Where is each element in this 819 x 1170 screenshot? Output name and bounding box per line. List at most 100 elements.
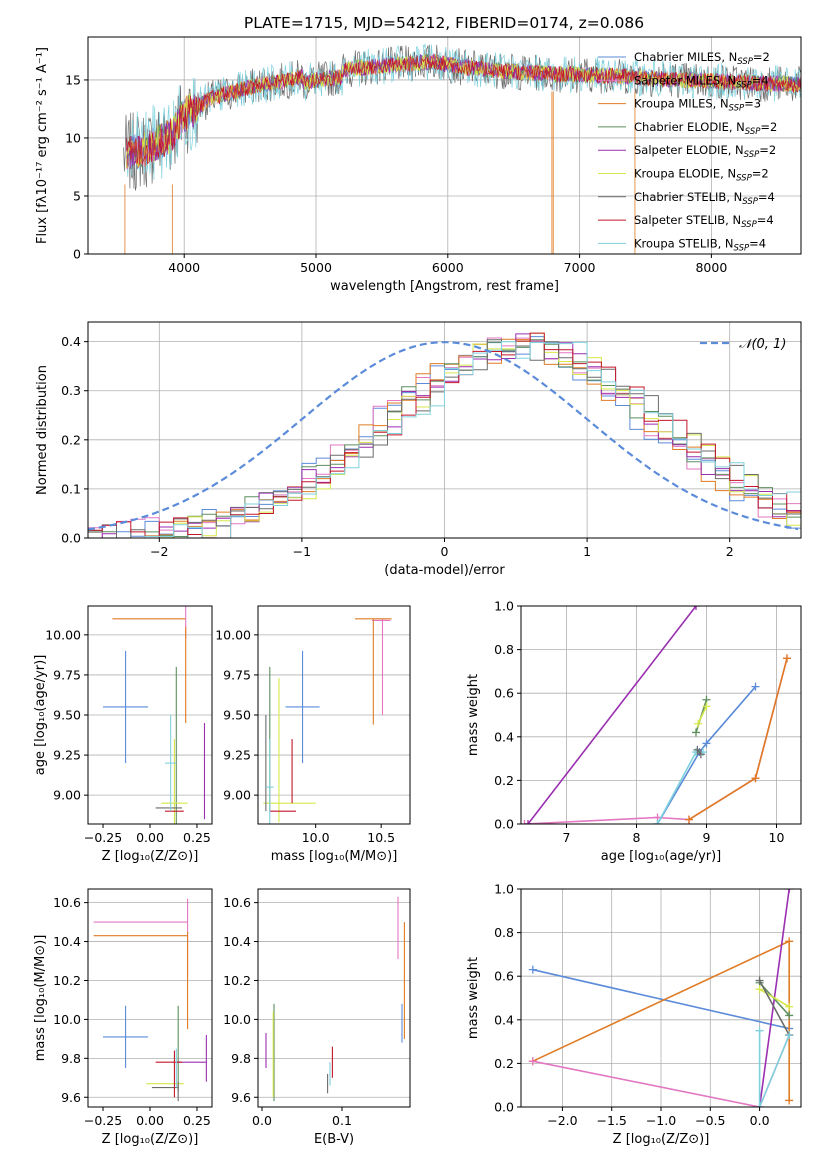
legend-entry: Chabrier ELODIE, NSSP=2 bbox=[634, 120, 777, 137]
weight-series bbox=[693, 745, 705, 759]
legend-entry: Salpeter MILES, NSSP=4 bbox=[634, 73, 769, 90]
y-tick-label: 1.0 bbox=[494, 599, 514, 614]
series-marker bbox=[702, 739, 711, 748]
x-tick-label: −0.25 bbox=[84, 1113, 122, 1128]
series-line bbox=[656, 686, 757, 824]
x-axis-label: Z [log₁₀(Z/Z⊙)] bbox=[102, 1132, 199, 1147]
x-tick-label: 9 bbox=[703, 830, 711, 845]
x-tick-label: −2.0 bbox=[547, 1113, 577, 1128]
plot-area bbox=[103, 606, 206, 824]
errorbar-point bbox=[285, 650, 320, 764]
panels: Chabrier MILES, NSSP=2 Salpeter MILES, NS… bbox=[33, 36, 802, 1147]
x-tick-label: 4000 bbox=[168, 260, 200, 275]
axes-frame bbox=[257, 888, 411, 1108]
axes-frame bbox=[87, 36, 802, 255]
figure-title: PLATE=1715, MJD=54212, FIBERID=0174, z=0… bbox=[244, 14, 644, 32]
y-tick-label: 10.0 bbox=[53, 1012, 81, 1027]
y-tick-label: 0.6 bbox=[494, 686, 514, 701]
x-tick-label: 10 bbox=[769, 830, 785, 845]
series-marker bbox=[751, 682, 760, 691]
panel-mass-weight-vs-Z: −2.0 −1.5 −1.0 −0.5 0.0 0.0 0.2 0.4 0.6 0.8 1.0 Z [… bbox=[466, 882, 802, 1147]
panel-mass-vs-EBV: 0.0 0.1 9.6 9.8 10.0 10.2 10.4 10.6 E(B-V) bbox=[223, 888, 411, 1147]
y-tick-label: 0.3 bbox=[61, 383, 81, 398]
y-axis-label: age [log₁₀(age/yr)] bbox=[33, 655, 48, 776]
legend-entry: 𝒩(0, 1) bbox=[739, 337, 786, 352]
weight-series bbox=[524, 606, 700, 824]
x-tick-label: 7000 bbox=[564, 260, 596, 275]
series-line bbox=[758, 1030, 790, 1107]
weight-series bbox=[653, 748, 707, 824]
y-tick-label: 0.0 bbox=[494, 1100, 514, 1115]
errorbar-point bbox=[165, 715, 177, 812]
series-marker bbox=[785, 1011, 794, 1020]
y-tick-label: 10.00 bbox=[45, 627, 81, 642]
y-tick-label: 0.4 bbox=[494, 729, 514, 744]
legend: Chabrier MILES, NSSP=2 Salpeter MILES, NS… bbox=[598, 50, 777, 253]
y-axis-label: Flux [fλ10⁻¹⁷ erg cm⁻² s⁻¹ A⁻¹] bbox=[35, 47, 50, 244]
y-tick-label: 0.2 bbox=[494, 773, 514, 788]
x-axis-label: (data-model)/error bbox=[384, 563, 505, 578]
x-tick-label: 6000 bbox=[432, 260, 464, 275]
legend-entry: Chabrier STELIB, NSSP=4 bbox=[634, 190, 775, 207]
series-marker bbox=[702, 702, 711, 711]
x-tick-label: 8000 bbox=[695, 260, 727, 275]
x-axis-label: Z [log₁₀(Z/Z⊙)] bbox=[613, 1132, 710, 1147]
plot-area bbox=[265, 896, 405, 1102]
y-tick-label: 9.50 bbox=[53, 708, 81, 723]
panel-mass-vs-Z: −0.25 0.00 0.25 9.6 9.8 10.0 10.2 10.4 10.6 Z [lo… bbox=[33, 888, 213, 1147]
y-tick-label: 9.6 bbox=[231, 1090, 251, 1105]
legend-entry: Salpeter ELODIE, NSSP=2 bbox=[634, 143, 776, 160]
y-tick-label: 10.6 bbox=[223, 895, 251, 910]
spectrum-line bbox=[125, 55, 801, 165]
y-tick-label: 9.75 bbox=[223, 667, 251, 682]
series-marker bbox=[755, 985, 764, 994]
y-tick-label: 9.25 bbox=[53, 748, 81, 763]
y-tick-label: 9.8 bbox=[231, 1051, 251, 1066]
panel-age-vs-Z: −0.25 0.00 0.25 9.00 9.25 9.50 9.75 10.00 Z [log… bbox=[33, 605, 213, 864]
series-marker bbox=[785, 1002, 794, 1011]
plot-area bbox=[263, 618, 392, 824]
x-tick-label: 8 bbox=[633, 830, 641, 845]
x-tick-label: 7 bbox=[563, 830, 571, 845]
y-tick-label: 9.6 bbox=[61, 1090, 81, 1105]
panel-residuals: 𝒩(0, 1) −2 −1 0 1 2 0.0 0.1 0.2 0.3 0.4 (data-model… bbox=[35, 321, 802, 578]
series-marker bbox=[693, 745, 702, 754]
legend-entry: Chabrier MILES, NSSP=2 bbox=[634, 50, 770, 67]
y-axis-label: mass weight bbox=[466, 957, 481, 1039]
legend-entry: Salpeter STELIB, NSSP=4 bbox=[634, 213, 774, 230]
legend-entry: Kroupa STELIB, NSSP=4 bbox=[634, 236, 766, 253]
x-tick-label: −1.5 bbox=[597, 1113, 627, 1128]
errorbar-point bbox=[161, 739, 188, 824]
series-marker bbox=[785, 937, 794, 946]
y-tick-label: 0.0 bbox=[494, 817, 514, 832]
y-tick-label: 0.4 bbox=[61, 334, 81, 349]
x-tick-label: −0.25 bbox=[84, 830, 122, 845]
errorbar-point bbox=[265, 739, 274, 824]
series-marker bbox=[783, 654, 791, 663]
y-axis-label: Normed distribution bbox=[35, 365, 50, 495]
x-tick-label: −0.5 bbox=[695, 1113, 725, 1128]
series-marker bbox=[755, 976, 764, 985]
y-tick-label: 0.8 bbox=[494, 642, 514, 657]
x-tick-label: 0.25 bbox=[183, 1113, 211, 1128]
y-axis-label: mass [log₁₀(M/M⊙)] bbox=[33, 935, 48, 1062]
plot-area bbox=[521, 606, 791, 824]
weight-series bbox=[685, 654, 791, 824]
y-tick-label: 10.2 bbox=[53, 973, 81, 988]
y-tick-label: 9.25 bbox=[223, 748, 251, 763]
series-marker bbox=[785, 889, 794, 893]
series-marker bbox=[751, 774, 760, 783]
weight-series bbox=[755, 1026, 794, 1107]
x-tick-label: 10.0 bbox=[302, 830, 330, 845]
weight-series bbox=[755, 976, 794, 1040]
x-tick-label: 1 bbox=[583, 544, 591, 559]
x-tick-label: 0.0 bbox=[252, 1113, 272, 1128]
y-tick-label: 0.2 bbox=[61, 432, 81, 447]
spectrum-line bbox=[125, 54, 801, 169]
x-tick-label: 0.1 bbox=[332, 1113, 352, 1128]
normal-reference-curve bbox=[88, 341, 799, 531]
series-marker bbox=[528, 1057, 537, 1066]
y-tick-label: 0.2 bbox=[494, 1056, 514, 1071]
x-tick-label: 0.00 bbox=[136, 830, 164, 845]
